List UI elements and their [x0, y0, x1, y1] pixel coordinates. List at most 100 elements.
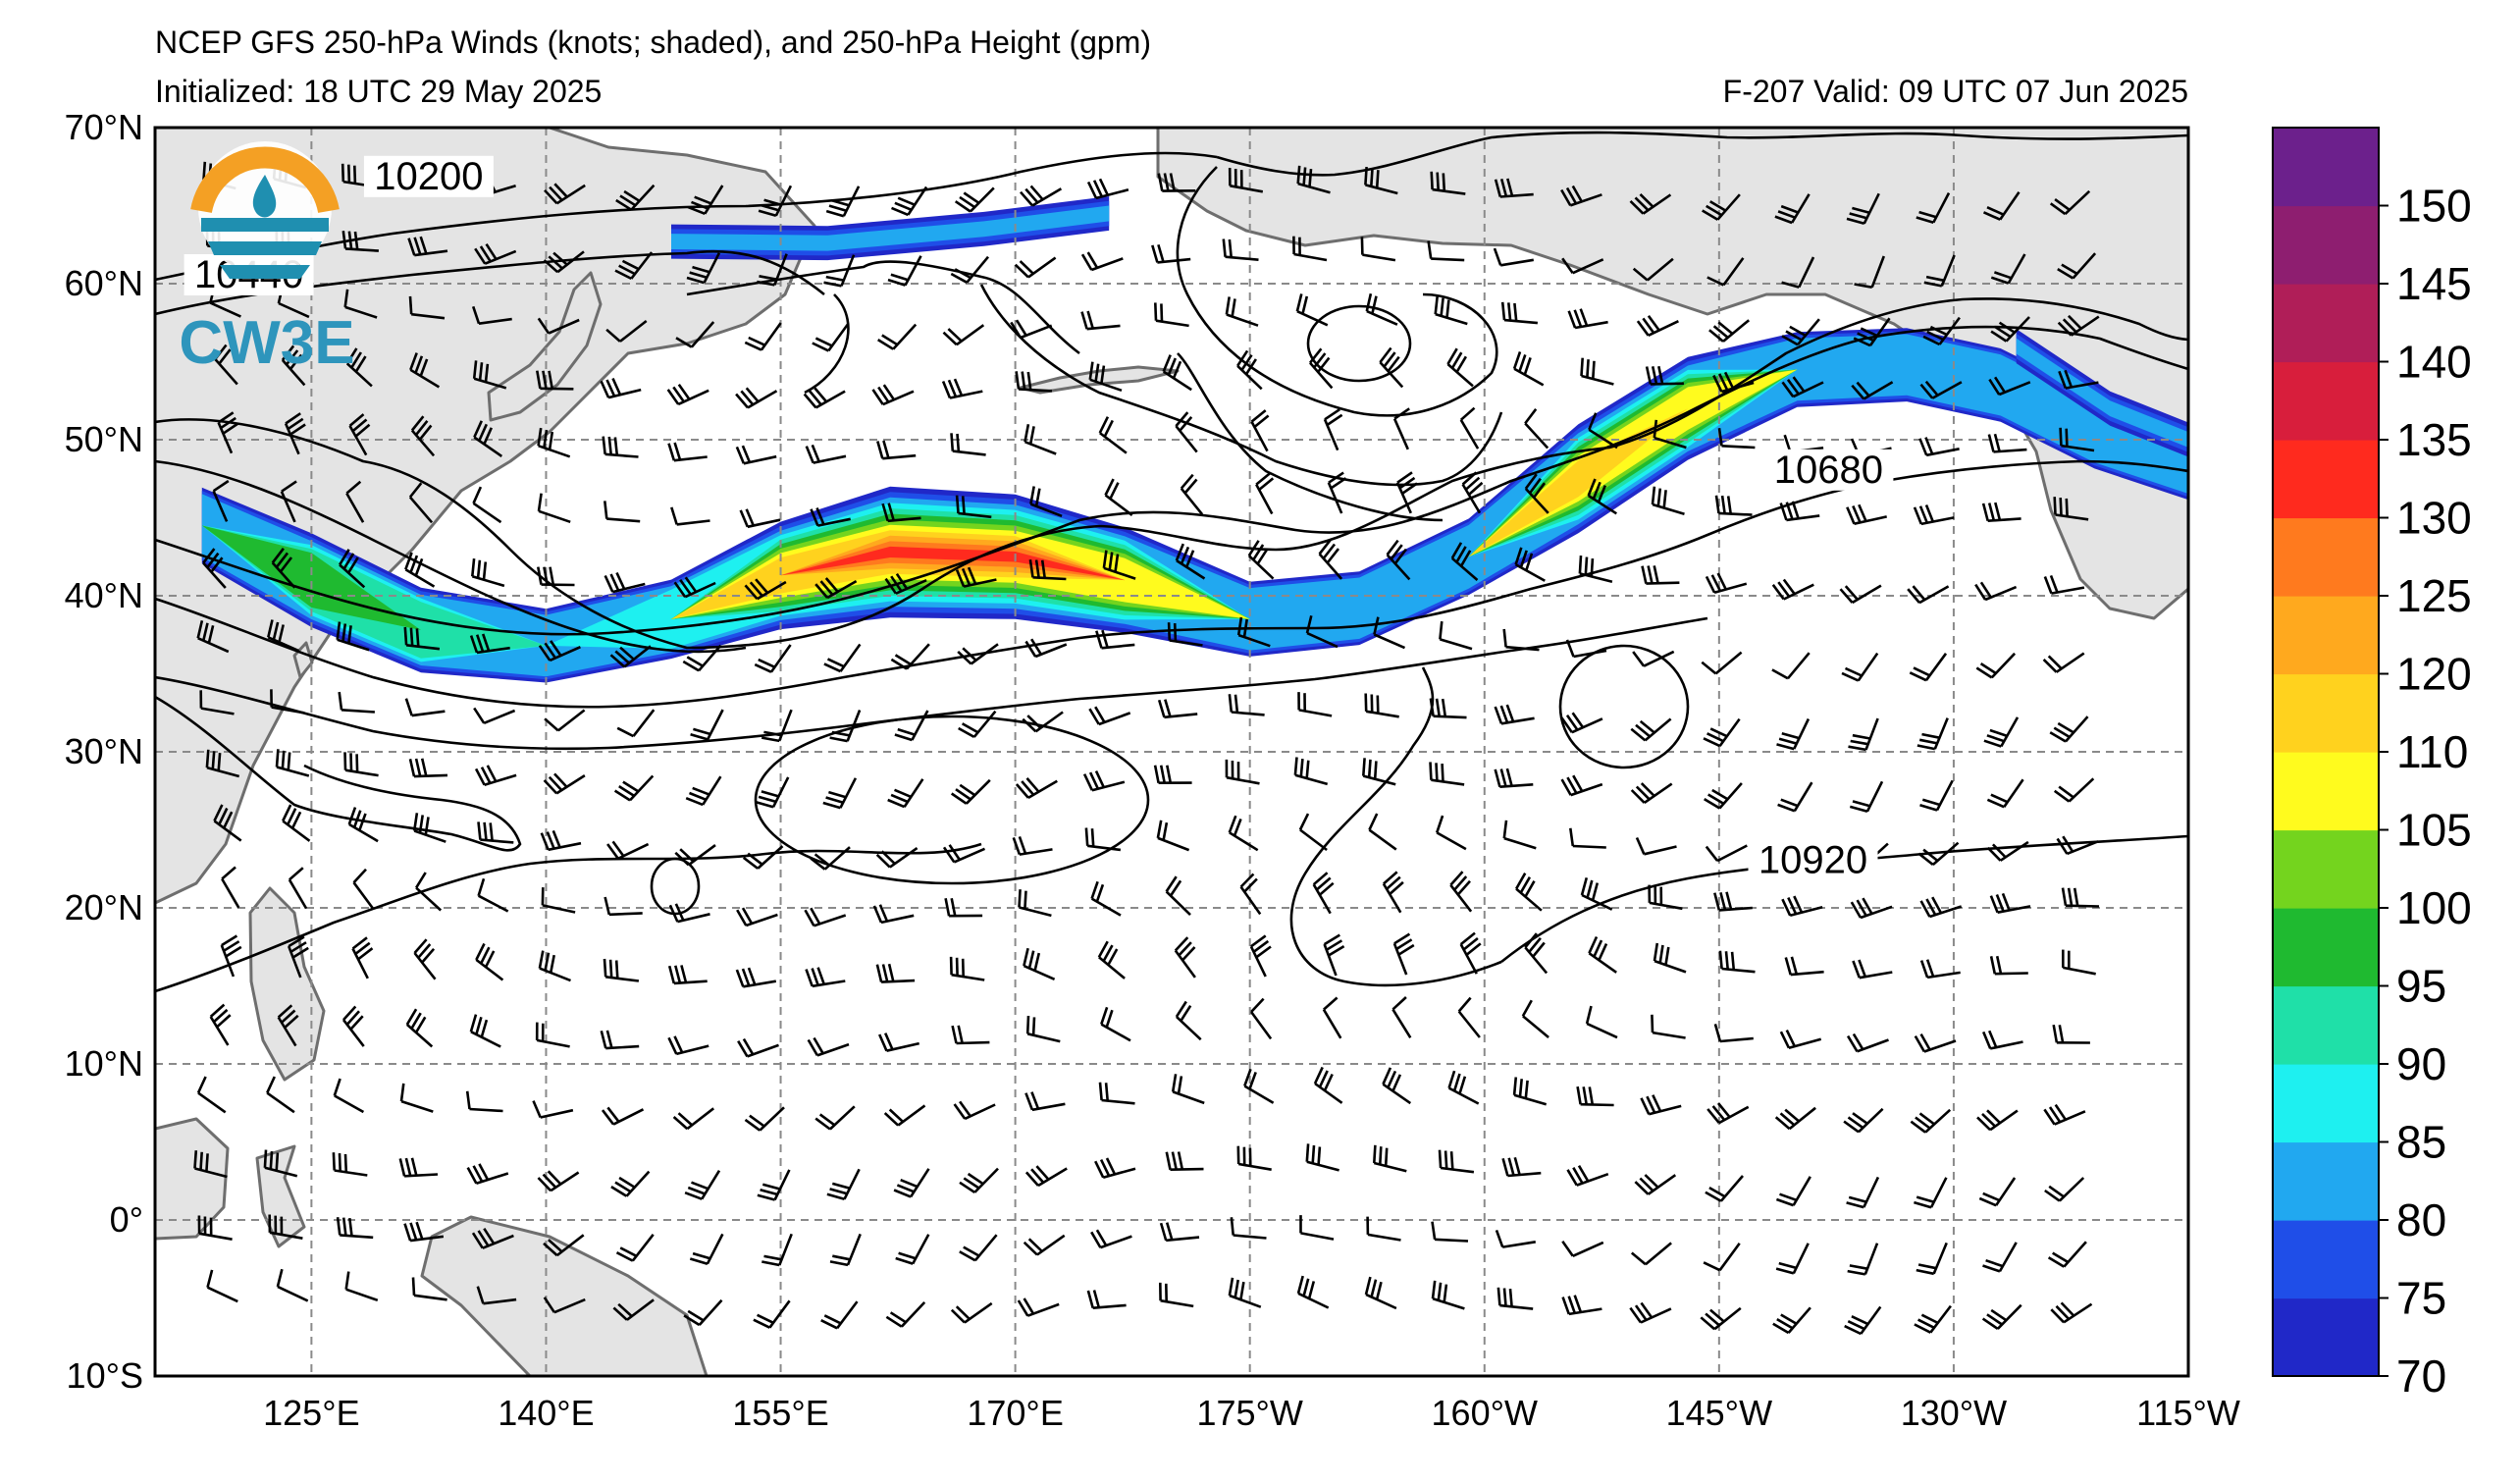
wind-barb [341, 1005, 365, 1047]
wind-barb [1228, 167, 1264, 193]
wind-barb [1717, 428, 1756, 450]
colorbar-swatch [2273, 752, 2379, 831]
wind-barb [1910, 1108, 1952, 1134]
wind-barb [472, 360, 507, 390]
wind-barb [1392, 407, 1410, 450]
wind-barb [1588, 412, 1618, 450]
wind-barb [805, 444, 847, 464]
wind-barb [1634, 1174, 1677, 1195]
wind-barb [2042, 652, 2085, 673]
wind-barb [1561, 1295, 1602, 1316]
wind-barb [351, 936, 374, 980]
wind-barb [885, 1301, 926, 1328]
wind-barbs [193, 161, 2100, 1336]
wind-barb [1094, 1157, 1136, 1179]
wind-barb [1243, 1068, 1275, 1104]
wind-barb [1844, 1305, 1882, 1336]
wind-barb [1512, 1077, 1548, 1106]
wind-barb [1365, 292, 1398, 326]
wind-barb [348, 413, 371, 456]
wind-barb [1102, 550, 1136, 580]
wind-barb [670, 506, 710, 526]
wind-barb [1843, 1107, 1884, 1134]
wind-barb [2053, 497, 2089, 521]
wind-barb [543, 250, 585, 274]
wind-barb [1024, 638, 1068, 659]
jet-speed-band [201, 364, 2188, 646]
wind-barb [1427, 240, 1465, 262]
wind-barb [890, 643, 930, 670]
latitude-label: 10°N [65, 1043, 143, 1084]
wind-barb [1989, 892, 2031, 914]
wind-barb [667, 1035, 709, 1056]
wind-barb [1851, 381, 1894, 400]
wind-barb [343, 752, 379, 777]
wind-barb [413, 938, 437, 980]
map-content: 10200104401068010920 [155, 128, 2188, 1376]
wind-barb [1779, 1030, 1822, 1049]
wind-barb [1630, 717, 1672, 742]
wind-barb [1651, 1014, 1686, 1039]
wind-barb [601, 1106, 645, 1126]
wind-barb [1447, 1070, 1480, 1105]
wind-barb [602, 436, 639, 458]
wind-barb [408, 295, 446, 320]
colorbar-label: 80 [2396, 1194, 2446, 1245]
wind-barb [814, 577, 858, 600]
wind-barb [820, 1300, 859, 1330]
wind-barb [1084, 827, 1122, 852]
wind-barb [270, 689, 305, 715]
wind-barb [1919, 959, 1961, 980]
wind-barb [1705, 844, 1748, 863]
wind-barb [1495, 1229, 1537, 1248]
wind-barb [1580, 876, 1613, 911]
wind-barb [955, 495, 992, 519]
wind-barb [1914, 1304, 1952, 1334]
wind-barb [1919, 779, 1954, 812]
wind-barb [1781, 895, 1823, 918]
wind-barb [538, 950, 571, 982]
wind-barb [1976, 1109, 2019, 1132]
wind-barb [1015, 777, 1058, 800]
wind-barb [1919, 380, 1963, 399]
wind-barb [537, 427, 571, 458]
wind-barb [1781, 318, 1820, 346]
lat-lon-grid [155, 128, 2188, 1376]
wind-barb [1020, 185, 1063, 207]
wind-barb [887, 778, 924, 809]
wind-barb [600, 1030, 640, 1050]
wind-barb [605, 319, 648, 343]
wind-barb [894, 710, 929, 742]
wind-barb [1029, 486, 1063, 518]
wind-barb [757, 1169, 791, 1201]
wind-barb [411, 1277, 447, 1301]
wind-barb [958, 710, 997, 739]
wind-barb [275, 749, 310, 777]
wind-barb [810, 846, 851, 871]
wind-barb [276, 1268, 309, 1302]
wind-barb [666, 384, 709, 406]
wind-barb [674, 844, 716, 867]
wind-barb [735, 967, 777, 988]
wind-barb [414, 872, 443, 912]
wind-barb [408, 758, 448, 778]
wind-barb [1024, 1091, 1066, 1112]
wind-barb [825, 185, 861, 218]
height-contour [155, 459, 2188, 709]
colorbar-label: 135 [2396, 414, 2472, 465]
wind-barb [1771, 578, 1814, 601]
wind-barb [829, 1233, 862, 1267]
wind-barb [1318, 539, 1343, 580]
colorbar-label: 150 [2396, 181, 2472, 232]
wind-barb [604, 501, 641, 523]
wind-barb [2062, 949, 2096, 976]
wind-barb [1250, 997, 1273, 1040]
wind-barb [1848, 717, 1879, 752]
contour-label-bg [1763, 449, 1894, 491]
wind-barb [675, 321, 715, 348]
wind-barb [1305, 614, 1339, 649]
wind-barb [193, 1150, 228, 1179]
wind-barb [604, 571, 646, 594]
wind-barb [336, 621, 370, 652]
wind-barb [1500, 301, 1539, 325]
